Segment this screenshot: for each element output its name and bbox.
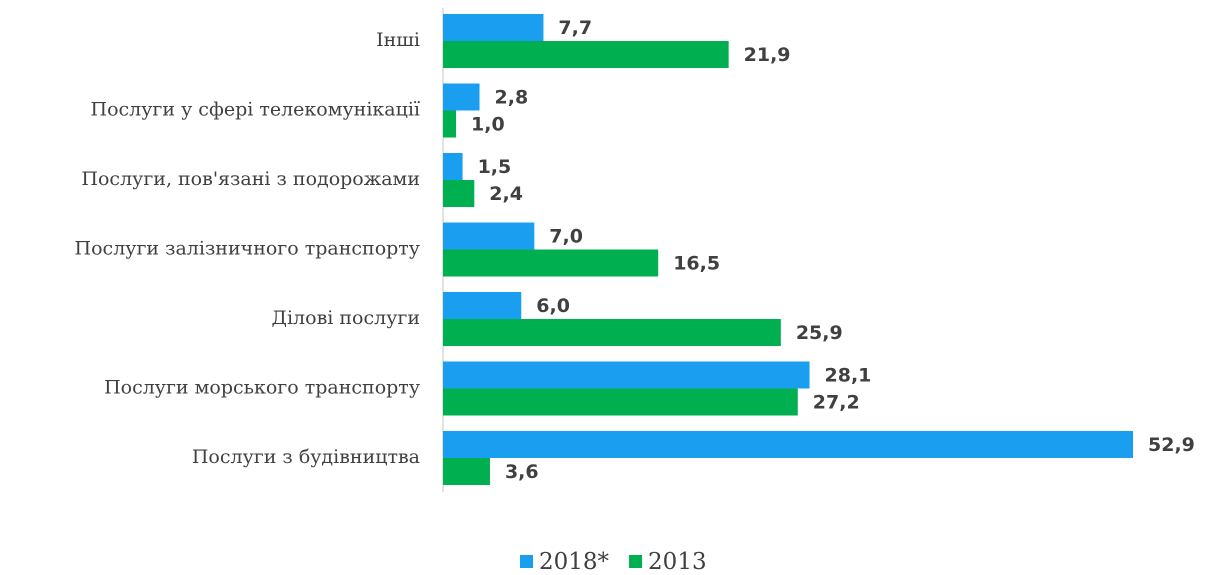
category-label: Послуги у сфері телекомунікації [91, 99, 420, 121]
value-label: 1,5 [478, 156, 512, 178]
bar [443, 458, 490, 485]
value-label: 2,8 [495, 87, 529, 109]
value-label: 1,0 [471, 114, 505, 136]
value-label: 28,1 [825, 365, 872, 387]
legend-swatch [520, 555, 533, 568]
category-label: Послуги, пов'язані з подорожами [81, 168, 420, 190]
category-label: Послуги з будівництва [192, 446, 420, 468]
category-label: Послуги залізничного транспорту [75, 238, 420, 260]
legend-label: 2018* [539, 549, 610, 575]
category-label: Інші [376, 29, 420, 51]
category-label: Ділові послуги [272, 307, 420, 329]
bar [443, 110, 457, 138]
value-label: 16,5 [673, 253, 720, 275]
bar [443, 319, 781, 346]
value-label: 2,4 [489, 183, 523, 205]
value-label: 6,0 [536, 295, 570, 317]
value-label: 7,0 [549, 226, 583, 248]
bar [443, 249, 659, 277]
category-label: Послуги морського транспорту [104, 377, 420, 399]
bar [443, 180, 475, 207]
value-label: 52,9 [1148, 434, 1195, 456]
bar [443, 292, 522, 319]
bar [443, 153, 463, 180]
bar [443, 388, 798, 416]
bar [443, 361, 810, 389]
bar [443, 41, 729, 68]
bar [443, 431, 1133, 458]
value-label: 27,2 [813, 392, 860, 414]
value-label: 7,7 [558, 17, 592, 39]
legend-swatch [629, 555, 643, 568]
value-label: 21,9 [744, 44, 791, 66]
bar [443, 14, 544, 41]
bar [443, 83, 480, 111]
bar [443, 222, 535, 250]
value-label: 25,9 [796, 322, 843, 344]
legend-label: 2013 [648, 549, 707, 575]
value-label: 3,6 [505, 461, 539, 483]
